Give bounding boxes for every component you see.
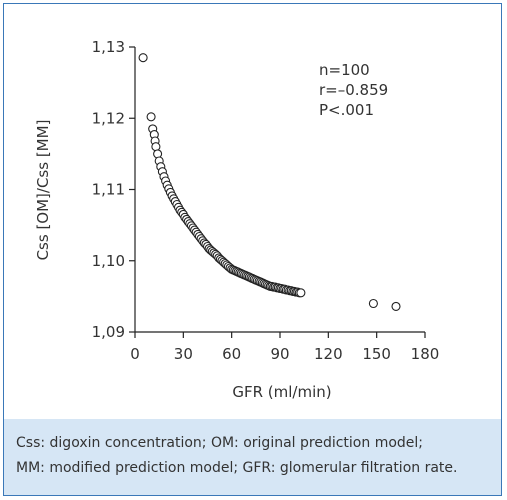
stats-annotation-line: n=100 [319,61,370,79]
y-tick-label: 1,13 [92,38,125,56]
statistics-annotation: n=100 r=–0.859 P<.001 [319,61,388,119]
caption-line-2: MM: modified prediction model; GFR: glom… [16,460,458,476]
data-points [138,53,401,311]
stats-annotation-line: P<.001 [319,101,374,119]
axes: 0 30 60 90 120 150 180 1,09 1,10 1,11 1,12 1,13 [92,38,440,363]
caption-line-1: Css: digoxin concentration; OM: original… [16,435,423,451]
caption-box: Css: digoxin concentration; OM: original… [4,419,501,495]
x-axis-label: GFR (ml/min) [232,383,331,401]
y-tick-label: 1,09 [92,323,125,341]
y-tick-label: 1,10 [92,252,125,270]
x-tick-label: 120 [314,345,343,363]
data-point [138,53,148,63]
data-point [146,112,156,122]
stats-annotation-line: r=–0.859 [319,81,388,99]
x-tick-label: 0 [130,345,140,363]
figure-frame [3,3,502,496]
y-tick-label: 1,12 [92,109,125,127]
y-axis-label: Css [OM]/Css [MM] [34,120,52,261]
x-tick-label: 180 [411,345,440,363]
x-tick-label: 30 [174,345,193,363]
x-tick-label: 60 [222,345,241,363]
data-point [296,288,306,298]
x-tick-label: 90 [270,345,289,363]
data-point [368,298,378,309]
data-point [391,301,401,311]
y-tick-label: 1,11 [92,181,125,199]
x-tick-label: 150 [362,345,391,363]
